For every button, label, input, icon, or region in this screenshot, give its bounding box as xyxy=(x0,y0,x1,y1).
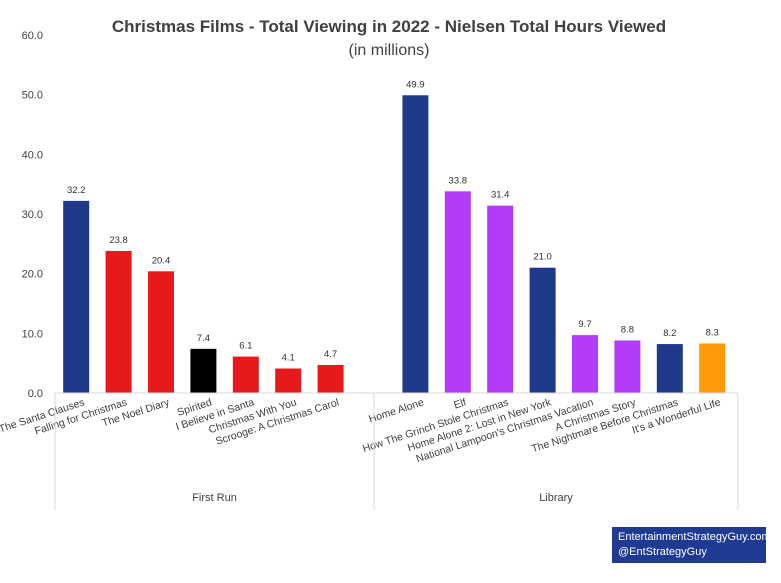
data-label: 49.9 xyxy=(406,79,425,90)
data-label: 7.4 xyxy=(197,333,210,344)
data-label: 9.7 xyxy=(578,319,591,330)
y-tick-label: 50.0 xyxy=(22,90,43,102)
y-tick-label: 10.0 xyxy=(22,328,43,340)
bar xyxy=(656,344,683,393)
credit-website[interactable]: EntertainmentStrategyGuy.com xyxy=(618,531,771,543)
bar xyxy=(614,340,641,393)
data-label: 20.4 xyxy=(152,255,171,266)
bar xyxy=(275,368,302,393)
group-label: First Run xyxy=(192,492,237,504)
bar xyxy=(487,205,514,393)
bar xyxy=(232,356,259,393)
y-tick-label: 30.0 xyxy=(22,209,43,221)
data-label: 8.3 xyxy=(706,327,719,338)
y-axis: 0.0 10.0 20.0 30.0 40.0 50.0 60.0 xyxy=(22,30,43,400)
y-tick-label: 0.0 xyxy=(28,388,43,400)
data-label: 6.1 xyxy=(239,341,252,352)
bar xyxy=(317,364,344,393)
credit-box: EntertainmentStrategyGuy.com @EntStrateg… xyxy=(612,527,771,563)
chart-title: Christmas Films - Total Viewing in 2022 … xyxy=(112,17,666,36)
bar xyxy=(572,335,598,393)
data-label: 32.2 xyxy=(67,185,86,196)
group-label: Library xyxy=(539,492,573,504)
credit-handle[interactable]: @EntStrategyGuy xyxy=(618,546,707,558)
bar xyxy=(402,95,429,393)
data-label: 8.2 xyxy=(663,328,676,339)
y-tick-label: 40.0 xyxy=(22,149,43,161)
data-label: 8.8 xyxy=(621,324,634,335)
data-label: 4.7 xyxy=(324,349,337,360)
y-tick-label: 60.0 xyxy=(22,30,43,42)
bars: 32.2 23.8 20.4 7.4 6.1 4.1 4.7 49.9 33.8 31.4 21.0… xyxy=(63,79,726,393)
bar xyxy=(148,271,174,393)
bar xyxy=(105,250,132,393)
bar xyxy=(444,191,471,393)
bar xyxy=(63,200,90,393)
bar xyxy=(699,343,726,393)
bar xyxy=(529,267,556,393)
category-label: Home Alone xyxy=(367,396,425,425)
y-tick-label: 20.0 xyxy=(22,269,43,281)
data-label: 23.8 xyxy=(109,235,128,246)
bar xyxy=(190,348,217,393)
data-label: 4.1 xyxy=(282,353,295,364)
data-label: 33.8 xyxy=(449,175,468,186)
chart-subtitle: (in millions) xyxy=(349,42,430,59)
data-label: 31.4 xyxy=(491,190,510,201)
data-label: 21.0 xyxy=(533,252,552,263)
category-label: Elf xyxy=(452,396,467,411)
